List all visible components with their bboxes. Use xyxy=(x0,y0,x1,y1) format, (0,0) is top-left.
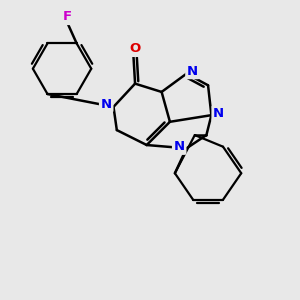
Text: N: N xyxy=(213,107,224,120)
Text: N: N xyxy=(100,98,112,111)
Text: F: F xyxy=(63,11,72,23)
Text: N: N xyxy=(187,64,198,77)
Text: N: N xyxy=(174,140,185,153)
Text: O: O xyxy=(129,42,141,55)
